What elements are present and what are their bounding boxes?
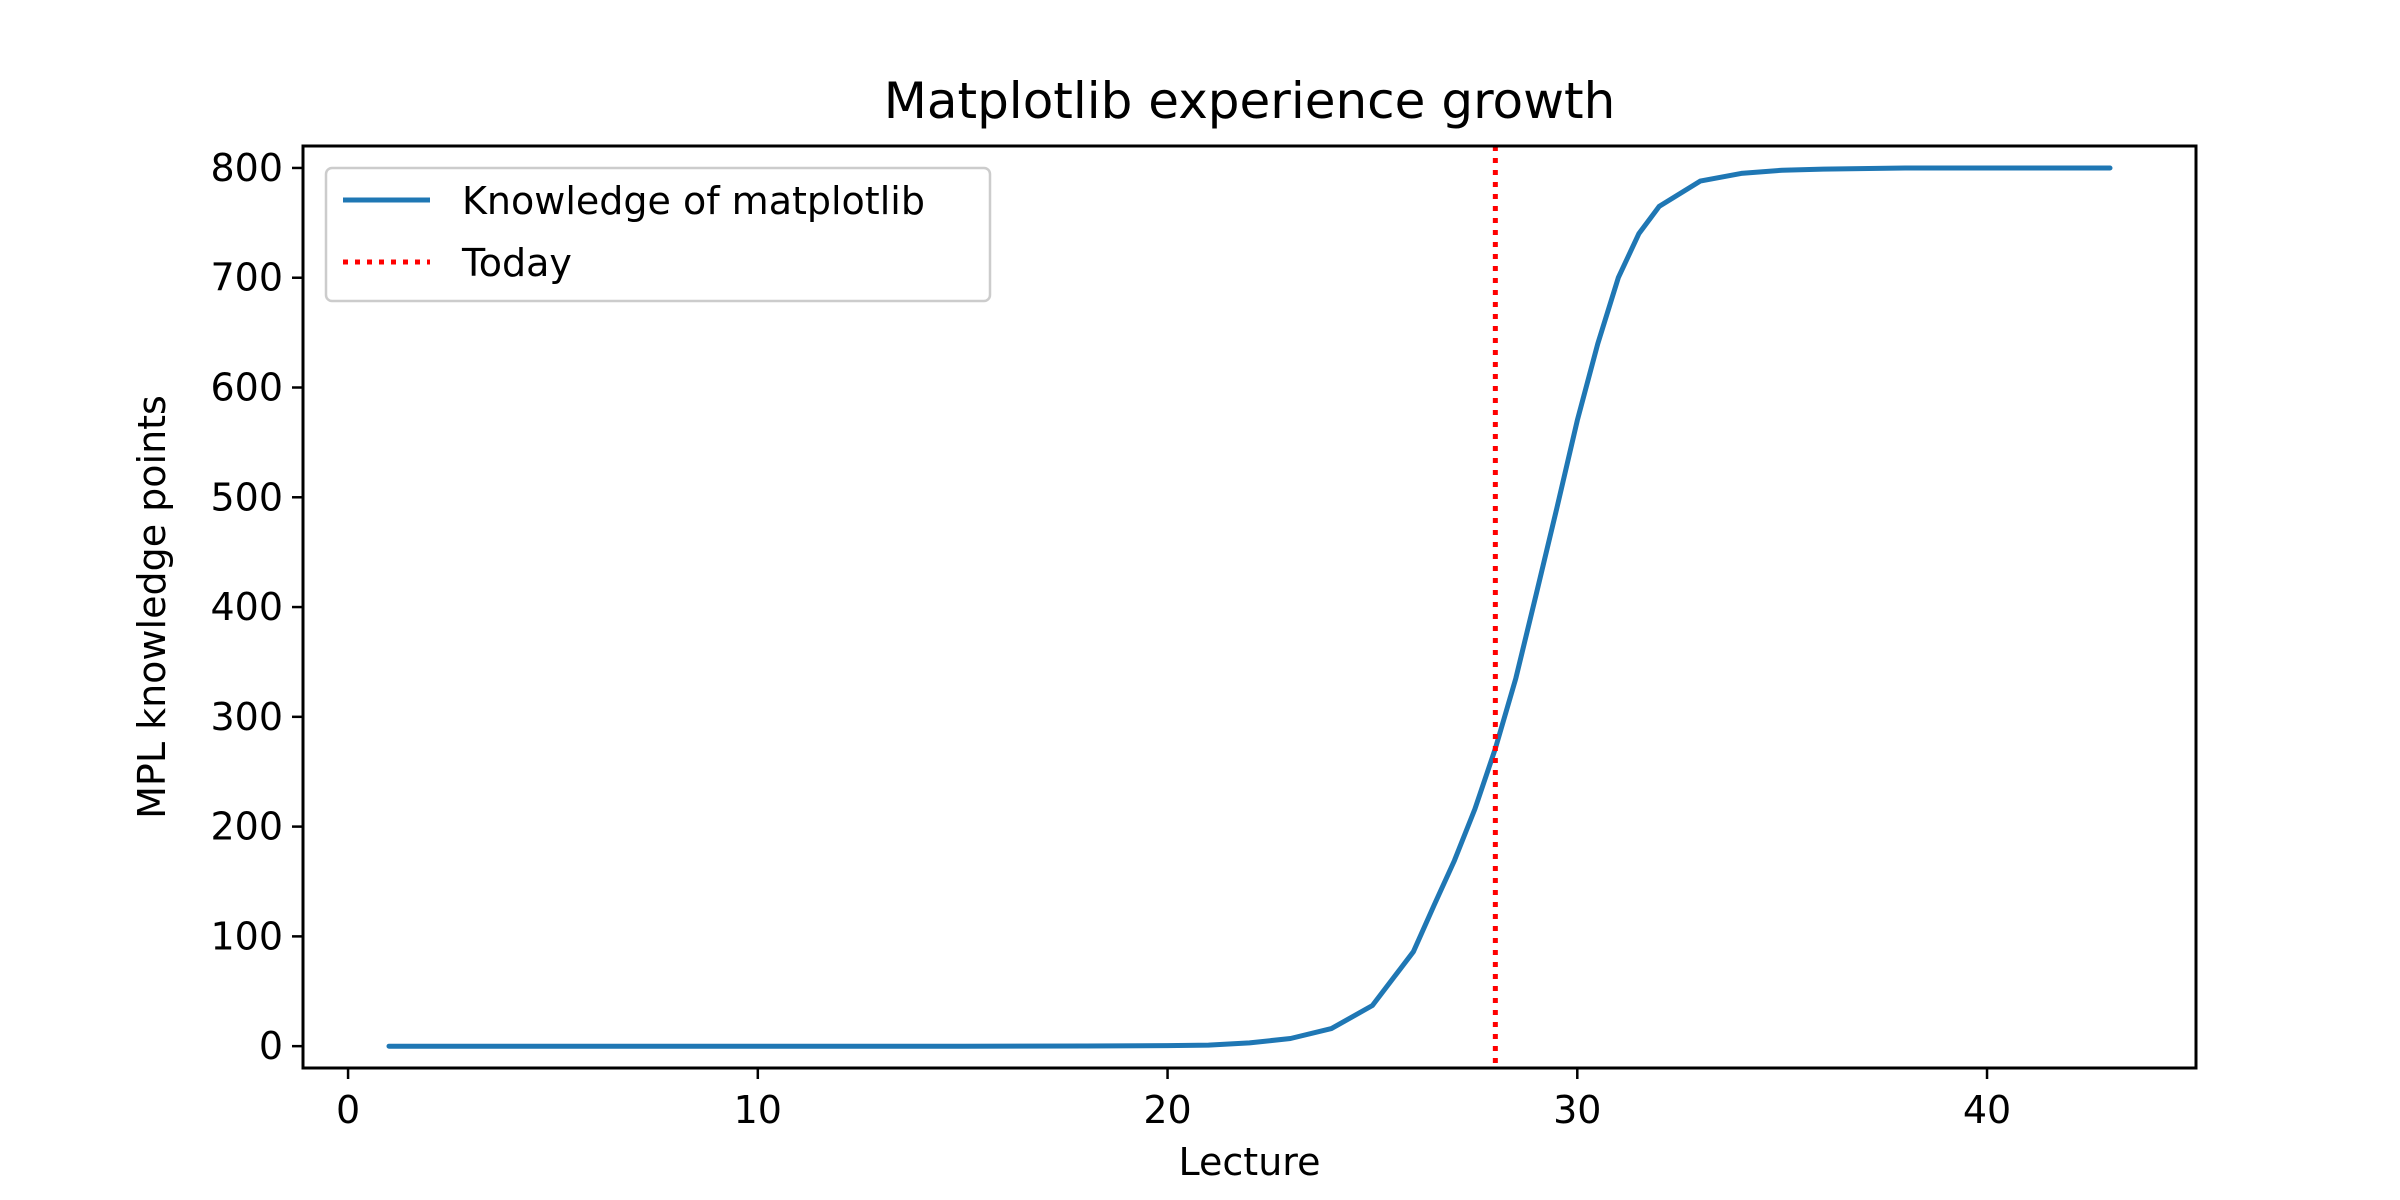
x-tick-label: 30 bbox=[1553, 1088, 1601, 1132]
y-tick-label: 800 bbox=[210, 146, 283, 190]
x-tick-label: 10 bbox=[734, 1088, 782, 1132]
y-axis-label: MPL knowledge points bbox=[130, 395, 174, 819]
x-tick-label: 20 bbox=[1143, 1088, 1191, 1132]
y-tick-label: 600 bbox=[210, 366, 283, 410]
y-tick-label: 100 bbox=[210, 914, 283, 958]
y-tick-label: 300 bbox=[210, 695, 283, 739]
legend-box bbox=[324, 166, 992, 303]
x-axis-label: Lecture bbox=[1179, 1140, 1321, 1184]
x-tick-label: 40 bbox=[1963, 1088, 2011, 1132]
x-tick-label: 0 bbox=[336, 1088, 360, 1132]
y-tick-label: 0 bbox=[259, 1024, 283, 1068]
y-tick-label: 500 bbox=[210, 475, 283, 519]
legend-label-knowledge: Knowledge of matplotlib bbox=[462, 179, 925, 223]
chart-title: Matplotlib experience growth bbox=[884, 72, 1616, 130]
legend-label-today: Today bbox=[461, 241, 572, 285]
y-tick-label: 700 bbox=[210, 256, 283, 300]
y-tick-label: 200 bbox=[210, 805, 283, 849]
legend: Knowledge of matplotlib Today bbox=[324, 166, 992, 303]
y-tick-label: 400 bbox=[210, 585, 283, 629]
